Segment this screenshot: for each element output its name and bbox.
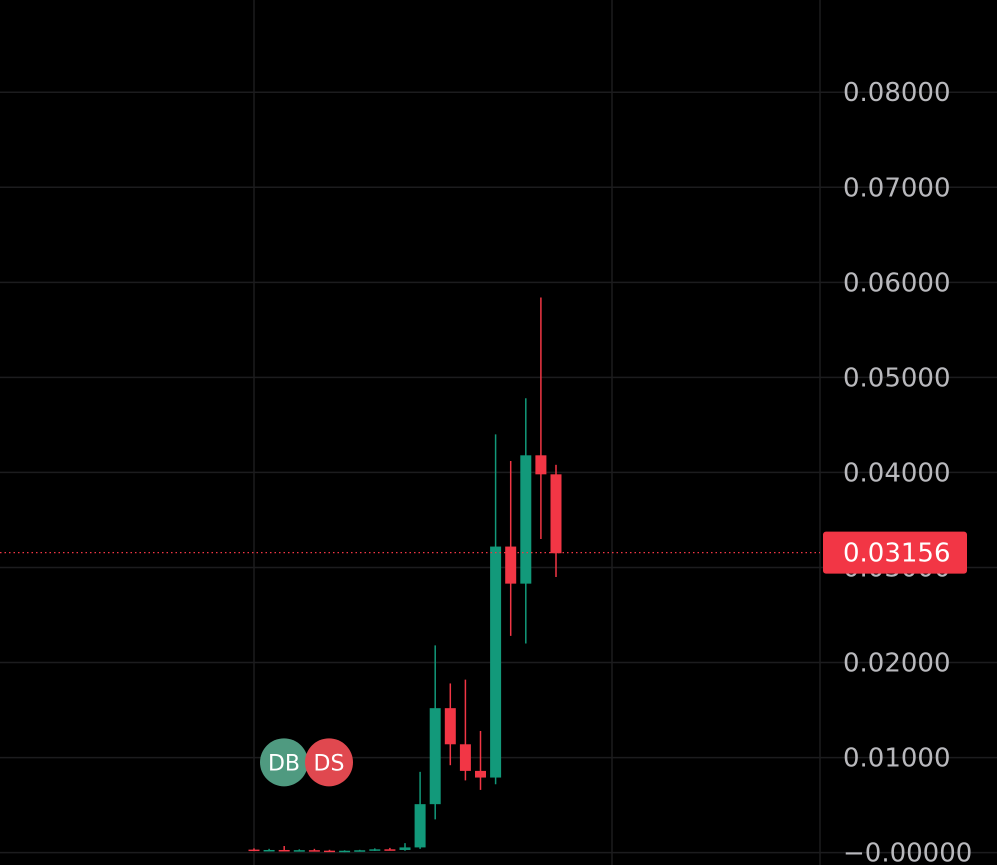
candle-18 — [520, 398, 532, 644]
candle-body-9 — [384, 849, 396, 851]
candles — [248, 297, 562, 853]
candle-body-20 — [550, 474, 562, 554]
marker-db-circle — [260, 738, 308, 787]
y-tick-label-4: 0.04000 — [843, 458, 951, 488]
candle-body-10 — [399, 847, 411, 850]
candle-body-5 — [324, 850, 335, 853]
candle-9 — [384, 847, 396, 851]
candle-body-15 — [475, 770, 486, 778]
y-tick-label-3: 0.05000 — [843, 363, 951, 393]
candle-body-2 — [278, 849, 290, 852]
candle-body-3 — [293, 850, 305, 852]
candle-6 — [339, 850, 351, 853]
candle-body-17 — [505, 546, 517, 584]
candle-16 — [490, 434, 502, 785]
candle-body-14 — [459, 744, 471, 771]
candle-body-16 — [490, 546, 502, 778]
y-tick-label-6: 0.02000 — [843, 649, 951, 679]
candle-8 — [369, 848, 381, 851]
candle-3 — [293, 849, 305, 852]
y-tick-label-1: 0.07000 — [843, 173, 951, 203]
candle-7 — [354, 849, 366, 852]
candle-15 — [475, 730, 486, 790]
candle-20 — [550, 464, 562, 577]
candle-0 — [248, 848, 260, 852]
y-tick-label-0: 0.08000 — [843, 78, 951, 108]
y-tick-label-8: −0.00000 — [843, 839, 972, 865]
trade-markers: DB DS — [260, 738, 353, 787]
candle-body-13 — [444, 708, 456, 745]
current-price-label: 0.03156 — [843, 539, 951, 569]
candle-body-6 — [339, 850, 351, 853]
candle-body-7 — [354, 850, 366, 852]
candle-body-18 — [520, 455, 532, 584]
candle-body-12 — [429, 708, 441, 805]
candle-10 — [399, 843, 411, 851]
y-tick-label-7: 0.01000 — [843, 744, 951, 774]
candle-body-8 — [369, 849, 381, 851]
y-tick-label-2: 0.06000 — [843, 268, 951, 298]
candle-body-0 — [248, 849, 260, 852]
marker-db-label: DB — [268, 751, 300, 776]
candle-1 — [263, 848, 275, 852]
marker-ds[interactable]: DS — [305, 738, 353, 787]
candle-12 — [429, 645, 441, 820]
marker-db[interactable]: DB — [260, 738, 308, 787]
candle-body-11 — [414, 804, 426, 848]
candle-4 — [308, 848, 320, 852]
candle-13 — [444, 683, 456, 766]
marker-ds-circle — [305, 738, 353, 787]
candle-body-1 — [263, 849, 275, 852]
candle-body-19 — [535, 455, 547, 475]
candle-17 — [505, 461, 517, 636]
y-axis: 0.080000.070000.060000.050000.040000.030… — [843, 78, 972, 865]
candle-11 — [414, 771, 426, 849]
candle-19 — [535, 297, 547, 539]
current-price-tag-background — [823, 531, 967, 574]
candle-5 — [324, 849, 335, 853]
current-price-tag: 0.03156 — [823, 531, 967, 574]
candle-body-4 — [308, 850, 320, 852]
candle-14 — [459, 679, 471, 781]
candle-2 — [278, 845, 290, 852]
marker-ds-label: DS — [314, 751, 345, 776]
